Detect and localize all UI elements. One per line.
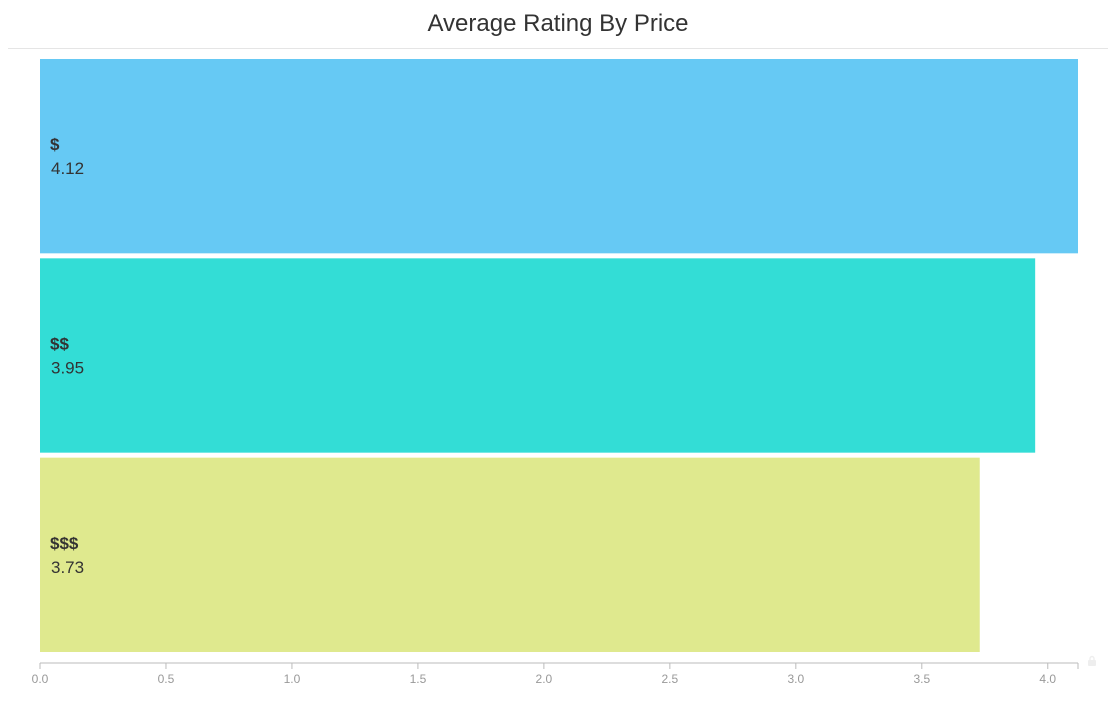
x-tick-label: 0.0 — [32, 672, 49, 686]
bar-value-label: 3.73 — [51, 558, 84, 577]
x-tick-label: 3.0 — [787, 672, 804, 686]
bar-category-label: $ — [50, 135, 60, 154]
x-tick-label: 2.5 — [662, 672, 679, 686]
x-tick-label: 3.5 — [913, 672, 930, 686]
bar-value-label: 4.12 — [51, 159, 84, 178]
bars-group — [40, 59, 1078, 652]
x-tick-label: 1.5 — [410, 672, 427, 686]
x-tick-label: 4.0 — [1039, 672, 1056, 686]
bar-category-label: $$$ — [50, 534, 79, 553]
lock-icon — [1088, 655, 1096, 666]
bar-labels-group: $4.12 $$ 3.95 $$$ 3.73 — [50, 135, 84, 577]
x-tick-label: 2.0 — [536, 672, 553, 686]
bar-category-label: $$ — [50, 335, 69, 354]
x-axis: 0.0 0.5 1.0 1.5 2.0 2.5 3.0 3.5 4.0 — [32, 662, 1079, 686]
x-tick-label: 1.0 — [284, 672, 301, 686]
x-tick-label: 0.5 — [158, 672, 175, 686]
bar-3[interactable] — [40, 457, 980, 652]
chart-title: Average Rating By Price — [427, 10, 689, 37]
bar-value-label: 3.95 — [51, 359, 84, 378]
bar-2[interactable] — [40, 258, 1036, 453]
title-divider — [8, 48, 1108, 49]
bar-1[interactable] — [40, 59, 1078, 254]
